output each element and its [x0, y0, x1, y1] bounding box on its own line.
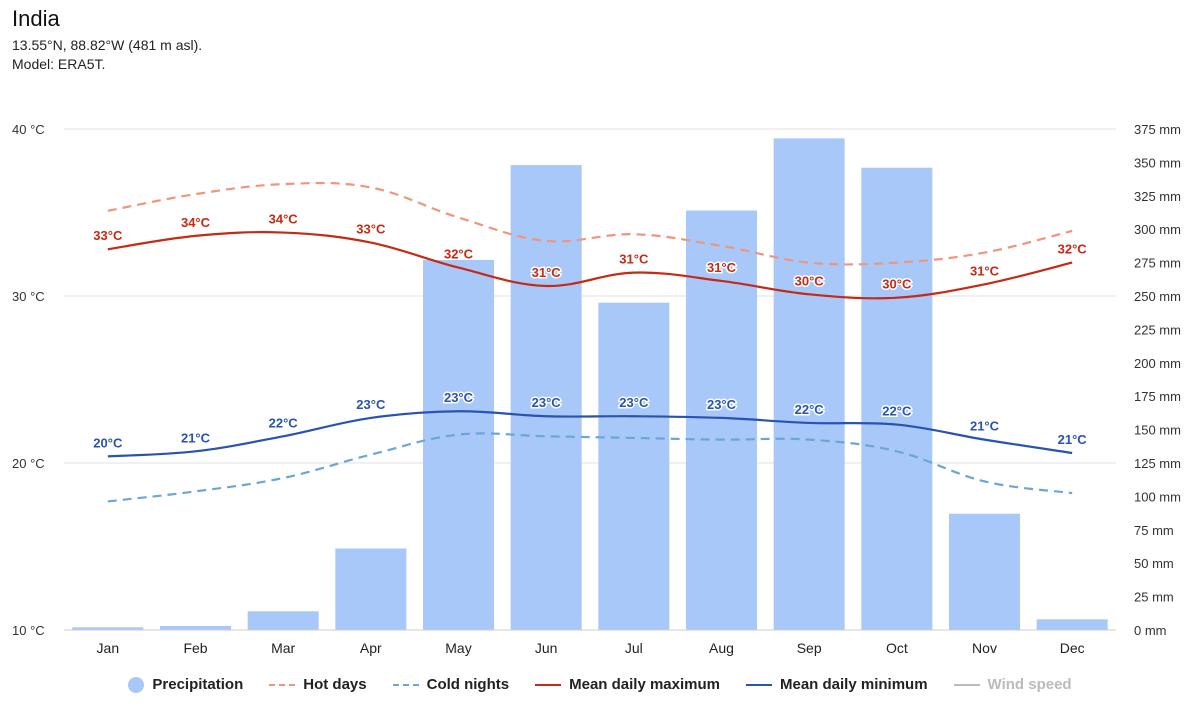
min-legend-swatch-icon — [746, 683, 772, 686]
min-data-label: 22°C — [882, 404, 912, 419]
max-data-label: 31°C — [970, 263, 1000, 278]
precipitation-bar — [422, 259, 495, 630]
precipitation-bar — [247, 611, 319, 630]
right-axis-tick: 200 mm — [1134, 356, 1181, 371]
month-label: May — [445, 640, 471, 656]
left-axis-tick: 20 °C — [12, 456, 45, 471]
legend-label: Mean daily maximum — [569, 676, 720, 693]
left-axis-tick: 30 °C — [12, 289, 45, 304]
month-label: Sep — [797, 640, 822, 656]
right-axis-tick: 100 mm — [1134, 489, 1181, 504]
max-series-line — [107, 231, 1073, 300]
right-axis-tick: 125 mm — [1134, 456, 1181, 471]
precipitation-bars — [72, 138, 1108, 631]
temperature-lines — [107, 181, 1073, 503]
legend-label: Cold nights — [426, 676, 510, 693]
min-data-label: 23°C — [532, 395, 562, 410]
month-label: Jul — [625, 640, 643, 656]
month-label: Feb — [183, 640, 207, 656]
precipitation-bar — [773, 138, 845, 631]
min-data-label: 23°C — [356, 397, 386, 412]
max-data-label: 34°C — [269, 212, 299, 227]
legend-item-wind[interactable]: Wind speed — [953, 676, 1072, 693]
legend-item-max[interactable]: Mean daily maximum — [535, 676, 720, 693]
min-data-label: 23°C — [707, 397, 737, 412]
right-axis-tick: 75 mm — [1134, 523, 1174, 538]
precipitation-bar — [159, 625, 232, 630]
hot-legend-swatch-icon — [269, 683, 296, 686]
min-data-label: 22°C — [795, 402, 825, 417]
max-data-label: 32°C — [444, 247, 474, 262]
max-data-label: 31°C — [707, 260, 737, 275]
min-data-label: 22°C — [269, 415, 299, 430]
legend-item-precip[interactable]: Precipitation — [128, 676, 243, 693]
max-legend-swatch-icon — [535, 683, 562, 686]
location-coords: 13.55°N, 88.82°W (481 m asl). — [12, 37, 203, 53]
chart-legend: Precipitation Hot days Cold nights Mean dai… — [0, 676, 1200, 693]
max-data-label: 30°C — [882, 277, 912, 292]
right-axis-tick: 0 mm — [1134, 623, 1167, 638]
min-data-label: 21°C — [970, 419, 1000, 434]
legend-item-min[interactable]: Mean daily minimum — [746, 676, 928, 693]
wind-legend-swatch-icon — [953, 683, 980, 686]
min-data-label: 23°C — [444, 390, 474, 405]
climate-chart: 10 °C 20 °C 30 °C 40 °C 0 mm 25 mm 50 mm 75 mm 1… — [12, 122, 1181, 656]
max-data-label: 31°C — [619, 252, 649, 267]
precipitation-bar — [335, 548, 407, 630]
cold-series-line — [107, 432, 1073, 503]
precipitation-bar — [510, 165, 582, 630]
max-data-label: 30°C — [795, 273, 825, 288]
right-axis-tick: 50 mm — [1134, 556, 1174, 571]
left-axis-tick: 40 °C — [12, 122, 45, 137]
month-label: Nov — [972, 640, 997, 656]
month-label: Aug — [709, 640, 734, 656]
min-data-label: 20°C — [93, 435, 123, 450]
precip-legend-swatch-icon — [128, 676, 145, 693]
hot-series-line — [107, 181, 1073, 266]
legend-label: Hot days — [303, 676, 367, 693]
precipitation-bar — [948, 513, 1021, 630]
model-info: Model: ERA5T. — [12, 56, 106, 72]
legend-item-cold[interactable]: Cold nights — [392, 676, 510, 693]
min-data-label: 21°C — [181, 430, 211, 445]
min-series-line — [107, 410, 1073, 458]
max-data-label: 34°C — [181, 215, 211, 230]
legend-label: Precipitation — [152, 676, 244, 693]
legend-label: Mean daily minimum — [780, 676, 928, 693]
right-axis-tick: 175 mm — [1134, 389, 1181, 404]
right-axis-tick: 350 mm — [1134, 155, 1181, 170]
right-axis-tick: 225 mm — [1134, 322, 1181, 337]
month-label: Dec — [1060, 640, 1085, 656]
month-label: Oct — [886, 640, 908, 656]
max-data-label: 31°C — [532, 265, 562, 280]
right-axis-tick: 250 mm — [1134, 289, 1181, 304]
legend-item-hot[interactable]: Hot days — [269, 676, 367, 693]
month-label: Apr — [360, 640, 382, 656]
left-axis-tick: 10 °C — [12, 623, 45, 638]
axes: 10 °C 20 °C 30 °C 40 °C 0 mm 25 mm 50 mm 75 mm 1… — [12, 122, 1181, 656]
right-axis-tick: 325 mm — [1134, 189, 1181, 204]
max-data-label: 32°C — [1058, 242, 1088, 257]
page-title: India — [12, 6, 60, 31]
min-data-label: 21°C — [1058, 432, 1088, 447]
month-label: Mar — [271, 640, 295, 656]
right-axis-tick: 25 mm — [1134, 590, 1174, 605]
precipitation-bar — [861, 167, 933, 630]
right-axis-tick: 275 mm — [1134, 256, 1181, 271]
max-data-label: 33°C — [93, 228, 123, 243]
month-label: Jan — [97, 640, 120, 656]
legend-label: Wind speed — [987, 676, 1072, 693]
precipitation-bar — [72, 627, 144, 630]
max-data-label: 33°C — [356, 222, 386, 237]
right-axis-tick: 150 mm — [1134, 423, 1181, 438]
cold-legend-swatch-icon — [392, 683, 419, 686]
min-data-label: 23°C — [619, 395, 649, 410]
right-axis-tick: 375 mm — [1134, 122, 1181, 137]
precipitation-bar — [598, 302, 670, 630]
precipitation-bar — [1036, 619, 1108, 630]
right-axis-tick: 300 mm — [1134, 222, 1181, 237]
month-label: Jun — [535, 640, 558, 656]
data-labels: 33°C 34°C 34°C 33°C 32°C 31°C 31°C 31°C 30°C 30°C… — [92, 210, 1089, 452]
